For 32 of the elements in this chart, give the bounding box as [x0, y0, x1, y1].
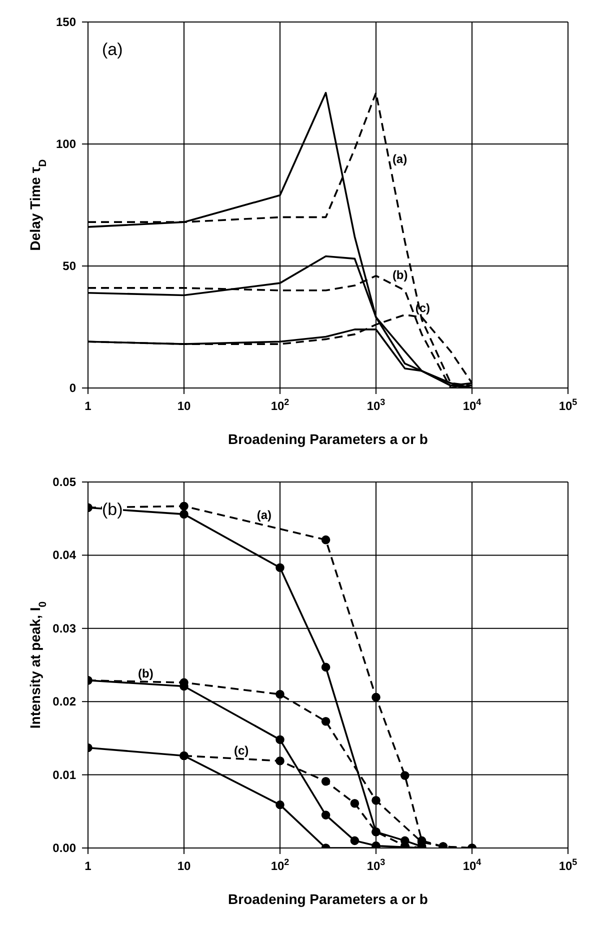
series-label: (a) — [392, 152, 408, 166]
series-label: (c) — [234, 743, 249, 758]
y-tick-label: 0.00 — [52, 841, 76, 855]
y-tick-label: 0 — [69, 381, 76, 395]
x-tick-label: 10$^{3}$ — [366, 397, 386, 413]
y-tick-label: 0.03 — [52, 621, 76, 636]
annotation: (a) — [102, 40, 123, 60]
x-tick-label: 10$^{5}$ — [558, 397, 578, 413]
x-tick-label: 10$^{2}$ — [270, 857, 290, 873]
series-label: (c) — [415, 301, 430, 316]
x-tick-label: 10$^{5}$ — [558, 857, 578, 873]
y-tick-label: 0.01 — [52, 768, 76, 782]
x-tick-label: 1 — [84, 859, 92, 873]
x-tick-label: 10 — [177, 399, 191, 413]
x-tick-label: 10$^{3}$ — [366, 857, 386, 873]
x-tick-label: 10$^{4}$ — [462, 857, 482, 873]
series-label: (b) — [138, 666, 154, 680]
x-tick-label: 10 — [177, 859, 191, 873]
y-tick-label: 50 — [62, 259, 76, 273]
annotation: (b) — [102, 500, 123, 520]
x-tick-label: 10$^{2}$ — [270, 397, 290, 413]
x-axis-title: Broadening Parameters a or b — [228, 891, 428, 907]
x-tick-label: 10$^{4}$ — [462, 397, 482, 413]
y-tick-label: 0.02 — [52, 694, 76, 709]
y-tick-label: 0.04 — [52, 548, 76, 562]
y-tick-label: 150 — [56, 15, 76, 29]
x-axis-title: Broadening Parameters a or b — [228, 431, 428, 447]
series-label: (a) — [256, 508, 272, 522]
x-tick-label: 1 — [84, 399, 92, 413]
series-label: (b) — [392, 268, 408, 282]
y-tick-label: 100 — [56, 137, 76, 151]
y-tick-label: 0.05 — [52, 475, 76, 489]
